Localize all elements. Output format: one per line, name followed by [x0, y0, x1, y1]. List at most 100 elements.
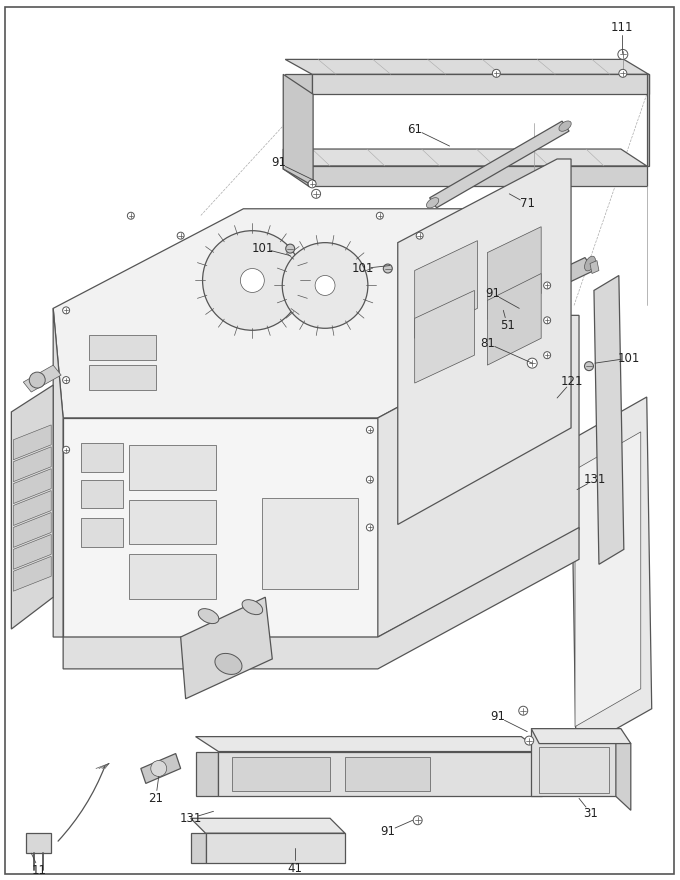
- Circle shape: [585, 362, 594, 370]
- Ellipse shape: [426, 198, 439, 208]
- Circle shape: [63, 307, 69, 314]
- Ellipse shape: [199, 609, 219, 624]
- Polygon shape: [285, 74, 312, 94]
- Circle shape: [282, 243, 368, 328]
- Polygon shape: [27, 833, 51, 853]
- Polygon shape: [14, 425, 51, 459]
- Polygon shape: [89, 335, 156, 360]
- Text: 131: 131: [583, 473, 606, 486]
- Ellipse shape: [585, 256, 596, 271]
- Text: 111: 111: [611, 21, 633, 34]
- Polygon shape: [14, 447, 51, 481]
- Circle shape: [177, 232, 184, 239]
- Circle shape: [367, 476, 373, 483]
- Polygon shape: [205, 833, 345, 863]
- Circle shape: [367, 524, 373, 531]
- Polygon shape: [284, 149, 308, 186]
- Circle shape: [527, 358, 537, 368]
- Text: 21: 21: [148, 792, 163, 805]
- Polygon shape: [499, 258, 594, 312]
- Ellipse shape: [242, 599, 262, 614]
- Polygon shape: [345, 757, 430, 791]
- Circle shape: [619, 70, 627, 77]
- Polygon shape: [14, 491, 51, 525]
- Polygon shape: [415, 290, 475, 383]
- Text: 91: 91: [490, 710, 505, 723]
- Circle shape: [241, 268, 265, 292]
- Circle shape: [127, 212, 135, 219]
- Polygon shape: [129, 500, 216, 545]
- Polygon shape: [308, 166, 647, 186]
- Polygon shape: [53, 308, 63, 637]
- Polygon shape: [23, 365, 61, 392]
- Text: 41: 41: [288, 862, 303, 875]
- Ellipse shape: [215, 654, 242, 674]
- Circle shape: [544, 352, 551, 359]
- Circle shape: [63, 446, 69, 453]
- Text: 101: 101: [352, 262, 374, 275]
- Circle shape: [315, 275, 335, 296]
- Polygon shape: [196, 737, 542, 752]
- Polygon shape: [284, 149, 647, 166]
- Polygon shape: [129, 554, 216, 599]
- Ellipse shape: [559, 121, 571, 131]
- Polygon shape: [531, 729, 631, 744]
- Polygon shape: [14, 534, 51, 569]
- Circle shape: [63, 377, 69, 384]
- Polygon shape: [12, 385, 53, 629]
- Circle shape: [525, 736, 534, 745]
- Polygon shape: [89, 365, 156, 390]
- Ellipse shape: [498, 297, 509, 312]
- Circle shape: [203, 231, 302, 330]
- Polygon shape: [63, 527, 579, 669]
- Text: 51: 51: [500, 319, 515, 332]
- Polygon shape: [590, 260, 599, 274]
- Polygon shape: [415, 240, 477, 338]
- Polygon shape: [571, 397, 651, 752]
- Text: 61: 61: [407, 122, 422, 136]
- Circle shape: [376, 212, 384, 219]
- Circle shape: [413, 816, 422, 825]
- Polygon shape: [488, 274, 541, 365]
- Polygon shape: [430, 121, 569, 208]
- Polygon shape: [81, 517, 123, 547]
- Polygon shape: [616, 729, 631, 810]
- Polygon shape: [284, 74, 313, 186]
- Circle shape: [544, 317, 551, 324]
- Circle shape: [544, 282, 551, 289]
- Polygon shape: [647, 74, 649, 166]
- Circle shape: [151, 760, 167, 776]
- Circle shape: [618, 49, 628, 59]
- Polygon shape: [14, 469, 51, 503]
- Polygon shape: [190, 818, 345, 833]
- Polygon shape: [285, 59, 649, 74]
- Circle shape: [367, 427, 373, 433]
- Circle shape: [29, 372, 45, 388]
- Polygon shape: [14, 512, 51, 547]
- Polygon shape: [539, 746, 609, 794]
- Polygon shape: [53, 209, 569, 418]
- Circle shape: [492, 70, 500, 77]
- Polygon shape: [233, 757, 330, 791]
- Circle shape: [384, 264, 392, 273]
- FancyBboxPatch shape: [5, 7, 674, 874]
- Polygon shape: [66, 322, 569, 504]
- Text: 71: 71: [520, 197, 534, 210]
- Polygon shape: [594, 275, 624, 564]
- Polygon shape: [190, 833, 205, 863]
- Circle shape: [311, 189, 320, 198]
- Polygon shape: [312, 74, 649, 94]
- Polygon shape: [196, 752, 218, 796]
- Polygon shape: [141, 753, 181, 783]
- Text: 91: 91: [380, 825, 395, 838]
- Text: 101: 101: [252, 242, 275, 255]
- Polygon shape: [575, 432, 641, 727]
- Polygon shape: [218, 752, 542, 796]
- Text: 11: 11: [32, 863, 47, 876]
- Text: 91: 91: [485, 287, 500, 300]
- Polygon shape: [488, 227, 541, 319]
- Polygon shape: [14, 556, 51, 591]
- Text: 101: 101: [617, 352, 640, 364]
- Polygon shape: [81, 480, 123, 508]
- Text: 31: 31: [583, 807, 598, 820]
